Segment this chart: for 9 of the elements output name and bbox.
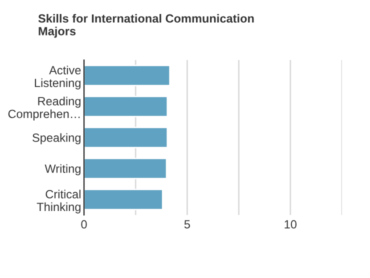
y-tick-label: Reading Comprehen…: [8, 96, 80, 120]
x-tick-label: 10: [284, 220, 297, 229]
x-tick-label: 5: [184, 220, 190, 229]
y-tick-label: Writing: [44, 164, 80, 176]
chart-title: Skills for International Communication Majors: [38, 14, 254, 38]
y-tick-label: Critical Thinking: [36, 190, 80, 214]
y-tick-label: Active Listening: [34, 66, 81, 90]
x-tick-label: 0: [81, 220, 87, 229]
y-tick-label: Speaking: [32, 133, 80, 144]
